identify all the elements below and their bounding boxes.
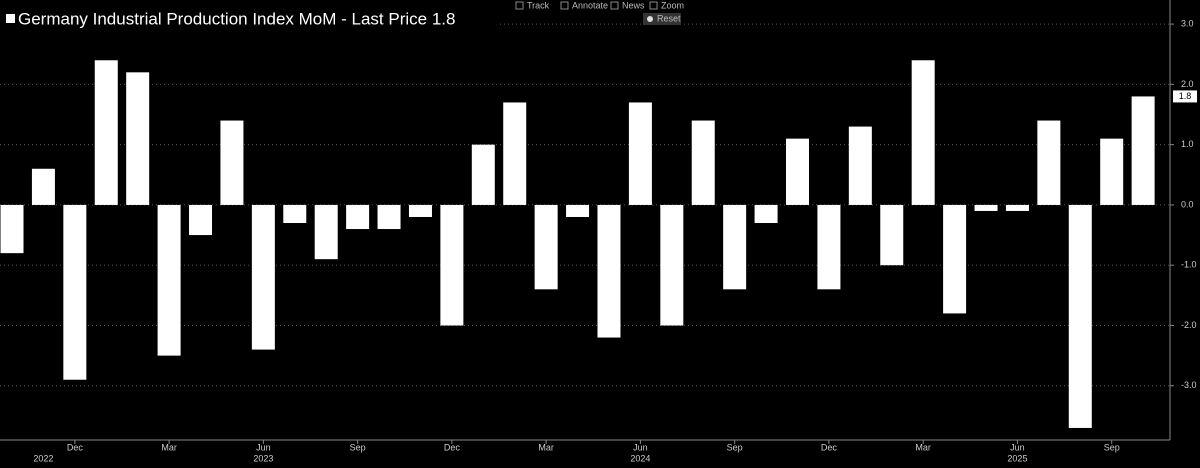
bar: [974, 204, 998, 211]
toolbar-icon: [649, 1, 658, 10]
bar: [786, 138, 809, 205]
bar: [566, 204, 590, 217]
x-tick-label: Jun: [633, 442, 648, 452]
bar: [1068, 204, 1092, 428]
bar: [723, 204, 747, 290]
toolbar-button[interactable]: News: [622, 0, 645, 10]
y-tick-label: 2.0: [1181, 79, 1194, 89]
bar: [157, 204, 181, 356]
bar: [440, 204, 464, 326]
year-label: 2022: [33, 453, 53, 463]
bar: [0, 204, 24, 254]
bar: [63, 204, 87, 380]
bar: [94, 60, 118, 205]
toolbar-icon: [560, 1, 569, 10]
y-tick-label: 3.0: [1181, 18, 1194, 28]
reset-icon: [647, 16, 653, 22]
year-label: 2025: [1007, 453, 1027, 463]
bar: [1037, 120, 1061, 205]
bar: [880, 204, 904, 266]
bar: [1005, 204, 1029, 211]
bar: [754, 204, 778, 224]
bar: [126, 72, 150, 205]
bar: [471, 144, 495, 205]
bar: [534, 204, 558, 290]
bar: [628, 102, 652, 205]
x-tick-label: Dec: [444, 442, 461, 452]
x-tick-label: Sep: [727, 442, 743, 452]
reset-button-bg[interactable]: [643, 13, 681, 25]
x-tick-label: Mar: [915, 442, 931, 452]
toolbar-icon: [515, 1, 524, 10]
chart-title: Germany Industrial Production Index MoM …: [18, 9, 455, 28]
bar: [251, 204, 275, 350]
last-price-tag: [1173, 90, 1197, 103]
bar: [377, 204, 401, 230]
bar: [660, 204, 684, 326]
y-tick-label: -1.0: [1181, 260, 1197, 270]
bar: [597, 204, 621, 338]
x-tick-label: Mar: [538, 442, 554, 452]
bar: [220, 120, 244, 205]
year-label: 2024: [630, 453, 650, 463]
toolbar-icon: [610, 1, 619, 10]
bar: [1131, 96, 1155, 205]
reset-button[interactable]: Reset: [657, 13, 681, 23]
bar: [314, 204, 338, 260]
title-background: [0, 0, 498, 40]
bar: [408, 204, 432, 217]
bar: [848, 126, 872, 205]
bar: [189, 204, 213, 236]
legend-swatch: [6, 14, 15, 23]
y-tick-label: -3.0: [1181, 380, 1197, 390]
bar: [943, 204, 967, 314]
bar: [283, 204, 307, 224]
toolbar-button[interactable]: Annotate: [572, 0, 608, 10]
bar: [31, 168, 55, 205]
bar: [1100, 138, 1124, 205]
toolbar-button[interactable]: Zoom: [661, 0, 684, 10]
x-tick-label: Mar: [161, 442, 177, 452]
x-tick-label: Dec: [67, 442, 84, 452]
x-tick-label: Sep: [350, 442, 366, 452]
year-label: 2023: [253, 453, 273, 463]
y-tick-label: -2.0: [1181, 320, 1197, 330]
bar: [346, 204, 370, 230]
toolbar-button[interactable]: Track: [527, 0, 550, 10]
bar: [691, 120, 715, 205]
x-tick-label: Dec: [821, 442, 838, 452]
x-tick-label: Sep: [1104, 442, 1120, 452]
last-price-label: 1.8: [1179, 91, 1192, 101]
bar: [503, 102, 527, 205]
y-tick-label: 0.0: [1181, 199, 1194, 209]
y-tick-label: 1.0: [1181, 139, 1194, 149]
bar: [911, 60, 935, 205]
x-tick-label: Jun: [1010, 442, 1025, 452]
x-tick-label: Jun: [256, 442, 271, 452]
bar: [817, 204, 841, 290]
